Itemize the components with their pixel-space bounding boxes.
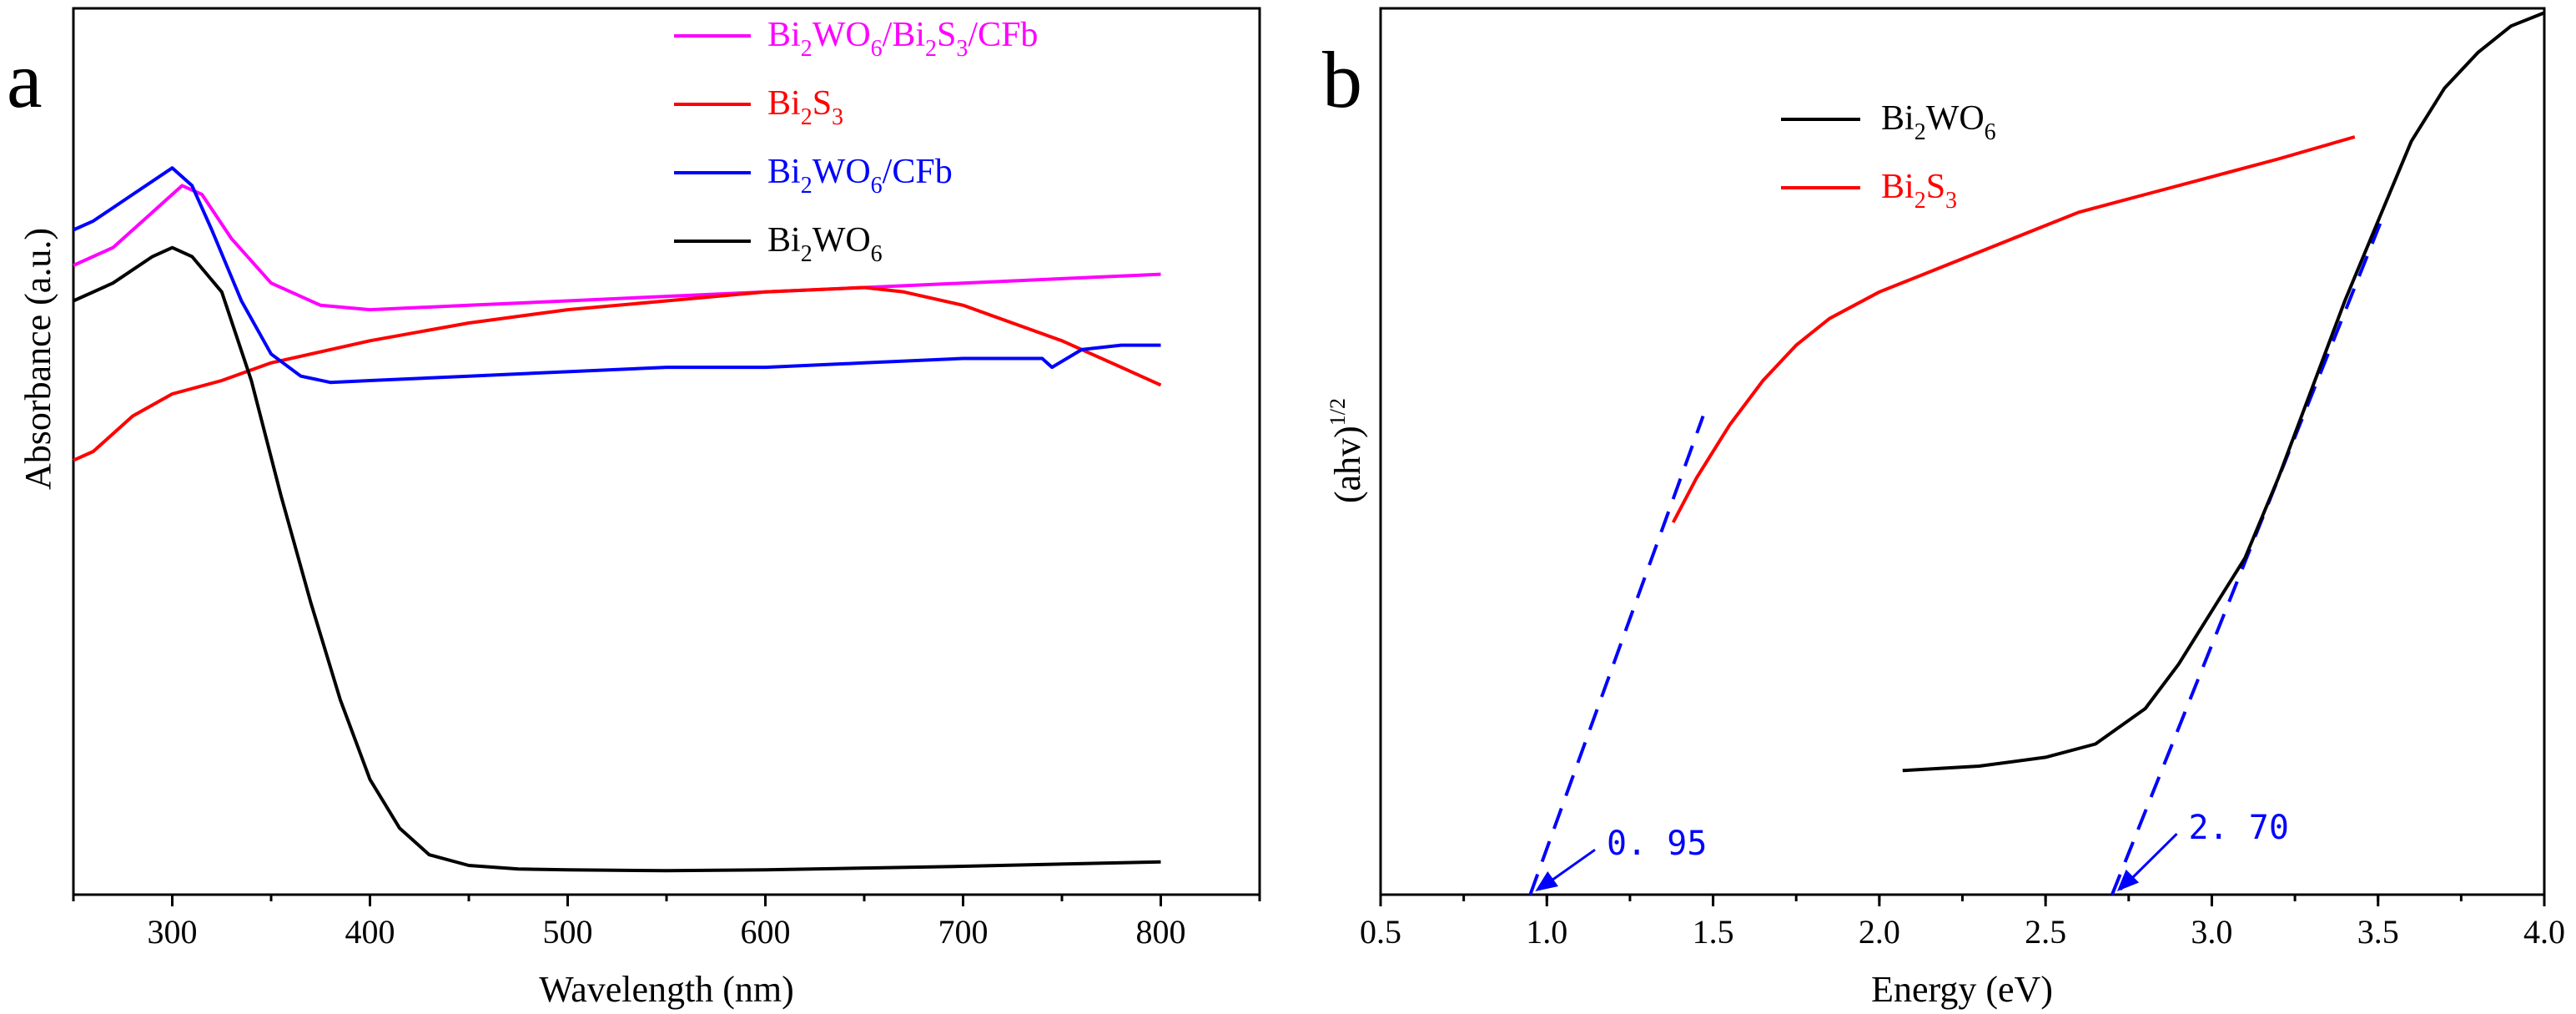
panel-b-x-tick-label: 3.0 [2191, 913, 2232, 951]
panel-b-tangent-lines [1528, 211, 2387, 895]
panel-b-x-tick-label: 3.5 [2357, 913, 2399, 951]
legend-label-a-bi2s3: Bi2S3 [767, 84, 843, 130]
panel-b-x-tick-label: 1.5 [1693, 913, 1734, 951]
annotation-label-1: 0. 95 [1607, 825, 1707, 863]
tangent-line-1 [1528, 415, 1705, 895]
legend-label-a-bi2wo6-cfb: Bi2WO6/CFb [767, 153, 953, 199]
panel-a-x-tick-label: 600 [741, 913, 791, 951]
panel-b-x-tick-label: 2.0 [1859, 913, 1900, 951]
panel-b-y-axis-sup: 1/2 [1326, 398, 1350, 426]
panel-b-series [1671, 11, 2545, 773]
annotation-arrowhead-1 [1535, 871, 1558, 891]
legend-label-b-bi2s3: Bi2S3 [1881, 168, 1957, 214]
series-line-a-bi2wo6 [73, 245, 1161, 873]
series-line-b-bi2wo6 [1902, 11, 2545, 773]
panel-b-x-tick-label: 4.0 [2523, 913, 2565, 951]
panel-a-letter: a [7, 35, 43, 124]
panel-b-x-tick-label: 1.0 [1526, 913, 1567, 951]
legend-label-a-bi2wo6-bi2s3-cfb: Bi2WO6/Bi2S3/CFb [767, 16, 1038, 62]
panel-a-x-ticks: 300 400 500 600 700 800 [72, 895, 1261, 951]
panel-b-x-tick-label: 2.5 [2025, 913, 2066, 951]
svg-text:(ahv)1/2: (ahv)1/2 [1326, 398, 1368, 503]
panel-a-x-tick-label: 500 [543, 913, 593, 951]
panel-a: a 300 400 500 600 700 800 Wavelength (nm) Abs… [7, 7, 1261, 1010]
legend-label-b-bi2wo6: Bi2WO6 [1881, 99, 1996, 145]
panel-b-frame [1379, 7, 2546, 896]
series-line-a-bi2wo6-cfb [73, 166, 1161, 385]
panel-b-x-tick-label: 0.5 [1360, 913, 1401, 951]
panel-a-x-tick-label: 700 [938, 913, 989, 951]
panel-a-x-axis-title: Wavelength (nm) [539, 969, 794, 1010]
panel-b-x-axis-title: Energy (eV) [1871, 969, 2053, 1010]
panel-a-y-axis-title: Absorbance (a.u.) [18, 228, 58, 490]
panel-a-x-tick-label: 800 [1136, 913, 1186, 951]
series-line-b-bi2s3 [1671, 135, 2356, 523]
panel-b-x-ticks: 0.5 1.0 1.5 2.0 2.5 3.0 3.5 4.0 [1360, 895, 2565, 951]
series-line-a-bi2s3 [73, 285, 1162, 462]
panel-a-frame [72, 7, 1261, 896]
panel-b-annotations: 0. 95 2. 70 [1535, 809, 2289, 891]
panel-a-x-tick-label: 300 [148, 913, 198, 951]
panel-a-x-tick-label: 400 [345, 913, 395, 951]
legend-label-a-bi2wo6: Bi2WO6 [767, 221, 883, 267]
series-line-a-bi2wo6-bi2s3-cfb [73, 184, 1161, 312]
panel-b-y-axis-base: (ahv) [1327, 426, 1368, 503]
panel-b: b 0.5 1.0 1.5 2.0 2.5 3.0 3.5 4.0 Energy (eV) (… [1322, 7, 2565, 1010]
annotation-arrowhead-2 [2116, 869, 2140, 891]
panel-a-legend: Bi2WO6/Bi2S3/CFb Bi2S3 Bi2WO6/CFb Bi2WO6 [674, 16, 1038, 267]
annotation-label-2: 2. 70 [2189, 809, 2289, 847]
panel-b-y-axis-title: (ahv)1/2 [1326, 398, 1368, 503]
panel-b-legend: Bi2WO6 Bi2S3 [1781, 99, 1996, 214]
panel-a-series [73, 166, 1162, 873]
panel-b-letter: b [1322, 35, 1362, 124]
